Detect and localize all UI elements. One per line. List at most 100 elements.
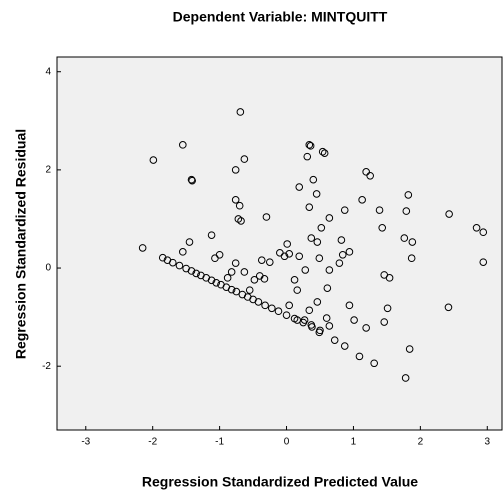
point: [479, 228, 488, 237]
point: [405, 345, 414, 353]
point: [401, 374, 410, 382]
point: [317, 223, 326, 232]
point: [325, 214, 334, 222]
point: [385, 274, 394, 282]
x-tick-label: -1: [215, 437, 224, 448]
point: [231, 196, 240, 204]
y-tick-label: 0: [45, 263, 51, 274]
point: [245, 286, 254, 294]
point: [407, 254, 416, 263]
point: [188, 176, 196, 185]
x-tick-label: 2: [418, 437, 424, 448]
point: [293, 286, 302, 294]
point: [408, 238, 417, 246]
point: [325, 322, 334, 330]
point: [299, 318, 308, 327]
point: [260, 275, 269, 283]
point: [274, 307, 283, 316]
point: [168, 258, 177, 267]
point: [305, 203, 314, 211]
x-tick-label: 1: [351, 437, 357, 448]
point: [207, 231, 216, 239]
point: [316, 326, 324, 335]
point: [212, 278, 221, 287]
point: [400, 234, 409, 242]
point: [325, 266, 334, 274]
point: [307, 234, 316, 242]
point: [207, 276, 216, 285]
point: [305, 141, 314, 149]
point: [312, 190, 321, 198]
x-tick-label: 3: [484, 437, 490, 448]
point: [240, 268, 249, 276]
point: [192, 269, 200, 278]
point: [295, 183, 304, 191]
point: [295, 252, 304, 261]
point: [378, 223, 387, 232]
x-axis-label: Regression Standardized Predicted Value: [142, 474, 418, 490]
point: [290, 314, 299, 323]
point: [250, 276, 259, 284]
point: [223, 274, 232, 282]
point: [380, 318, 389, 326]
point: [313, 238, 322, 246]
point: [375, 206, 384, 214]
point: [322, 314, 331, 322]
point: [315, 254, 324, 263]
point: [323, 284, 332, 292]
point: [254, 298, 263, 306]
point: [227, 268, 236, 276]
point: [175, 261, 184, 270]
point: [265, 258, 274, 266]
point: [337, 236, 346, 244]
point: [358, 196, 366, 204]
point: [232, 287, 241, 296]
point: [338, 250, 347, 259]
point: [303, 152, 312, 161]
point: [362, 168, 370, 176]
point: [187, 267, 196, 275]
point: [185, 238, 194, 246]
plot-area: [56, 56, 503, 431]
point: [306, 142, 315, 150]
point: [318, 147, 327, 156]
y-tick-label: 4: [45, 66, 51, 77]
point: [240, 155, 249, 163]
point: [158, 253, 167, 262]
chart-title: Dependent Variable: MINTQUITT: [173, 9, 388, 25]
point: [262, 213, 271, 221]
point: [236, 108, 245, 116]
point: [237, 217, 245, 225]
point: [402, 207, 411, 215]
point: [335, 259, 344, 267]
point: [472, 223, 481, 232]
point: [404, 191, 413, 199]
point: [235, 201, 244, 210]
point: [187, 175, 196, 184]
point: [330, 336, 339, 344]
point: [340, 342, 349, 350]
point: [445, 210, 453, 218]
point: [261, 301, 269, 310]
point: [313, 298, 322, 306]
point: [138, 244, 147, 252]
point: [479, 258, 488, 266]
y-tick-label: -2: [42, 361, 51, 372]
point: [370, 359, 378, 368]
point: [285, 301, 294, 310]
y-tick-label: 2: [45, 165, 51, 176]
x-tick-label: 0: [284, 437, 290, 448]
point: [305, 306, 314, 315]
point: [231, 259, 240, 267]
point: [362, 324, 370, 332]
point: [340, 206, 349, 214]
point: [444, 303, 453, 312]
x-tick-label: -2: [148, 437, 157, 448]
point: [268, 304, 276, 313]
point: [345, 301, 354, 310]
point: [383, 304, 392, 313]
point: [355, 352, 364, 361]
point: [211, 254, 219, 263]
point: [283, 240, 291, 248]
